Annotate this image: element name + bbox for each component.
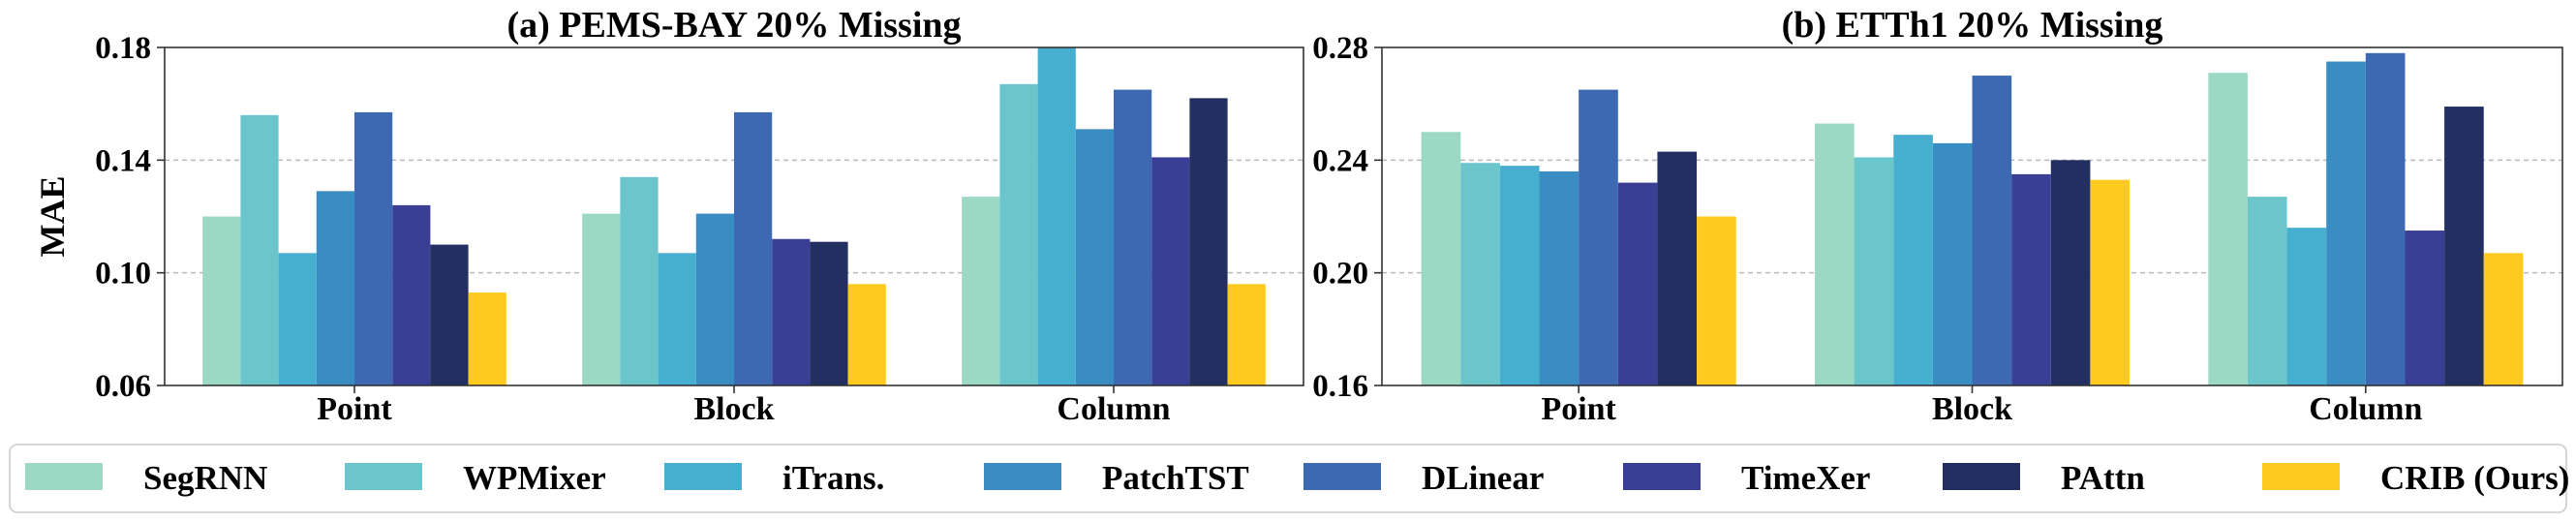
x-tick-label-block: Block [1932,391,2012,427]
bar-itrans-point [1499,166,1540,385]
bar-crib-ours-point [468,292,506,385]
bar-pattn-point [1657,151,1698,385]
bar-segrnn-block [582,213,621,385]
bar-itrans-point [278,253,317,385]
bar-wpmixer-block [1854,157,1894,385]
y-tick-label: 0.06 [95,369,151,404]
legend-swatch-dlinear [1303,463,1381,490]
legend-label-crib-ours: CRIB (Ours) [2380,459,2569,497]
bar-timexer-point [392,204,431,385]
x-tick-label-block: Block [693,391,774,427]
bar-timexer-block [772,238,811,385]
y-tick-label: 0.24 [1312,143,1368,178]
bar-patchtst-point [316,191,354,385]
bar-dlinear-block [734,111,773,385]
bar-patchtst-block [1932,142,1973,385]
legend-swatch-patchtst [984,463,1061,490]
bar-crib-ours-column [1227,284,1266,385]
bar-pattn-block [810,241,848,385]
bar-patchtst-column [2326,61,2366,385]
legend-label-patchtst: PatchTST [1102,459,1249,497]
bar-dlinear-block [1972,76,2012,385]
bar-crib-ours-point [1697,216,1736,385]
bar-dlinear-column [2365,52,2406,385]
x-tick-label-column: Column [2309,391,2422,427]
bar-itrans-column [1037,47,1076,385]
bar-patchtst-point [1539,170,1579,385]
legend-swatch-segrnn [25,463,103,490]
bar-wpmixer-point [240,114,279,385]
y-tick-label: 0.16 [1312,369,1368,404]
legend-swatch-pattn [1943,463,2020,490]
bar-segrnn-point [1421,132,1461,385]
bar-itrans-block [1893,135,1933,385]
bar-crib-ours-column [2483,253,2524,385]
legend-swatch-timexer [1623,463,1701,490]
legend-label-segrnn: SegRNN [143,459,267,497]
chart-title: (a) PEMS-BAY 20% Missing [506,5,961,46]
bar-wpmixer-block [620,176,659,385]
panel-pems-bay: 0.06 0.10 0.14 0.18 Point Block Column (a) PEMS… [33,5,1304,427]
bar-dlinear-point [354,111,393,385]
legend-swatch-crib-ours [2262,463,2340,490]
x-tick-label-point: Point [317,391,392,427]
bar-pattn-column [1189,98,1228,385]
legend-label-wpmixer: WPMixer [463,459,606,497]
legend-frame [9,444,2567,513]
bar-wpmixer-column [2247,197,2287,385]
bar-segrnn-point [202,216,241,385]
bar-timexer-point [1617,182,1658,385]
bar-pattn-point [430,244,469,385]
bar-patchtst-column [1075,129,1114,385]
bar-pattn-block [2050,160,2091,385]
legend: SegRNN WPMixer iTrans. PatchTST DLinear TimeX… [9,444,2569,513]
legend-swatch-wpmixer [345,463,422,490]
legend-label-pattn: PAttn [2061,459,2145,497]
chart-title: (b) ETTh1 20% Missing [1782,5,2163,46]
bar-dlinear-point [1579,89,1618,385]
bar-patchtst-block [695,213,734,385]
bar-timexer-column [2405,231,2445,385]
y-tick-label: 0.10 [95,257,151,292]
bar-itrans-block [658,253,696,385]
y-tick-label: 0.18 [95,31,151,66]
legend-label-itrans: iTrans. [782,459,884,497]
bar-timexer-column [1151,157,1190,385]
panel-etth1: 0.16 0.20 0.24 0.28 Point Block Column (b) ETTh… [1312,5,2563,427]
bar-segrnn-column [2208,73,2248,385]
legend-label-dlinear: DLinear [1422,459,1544,497]
x-tick-label-column: Column [1057,391,1170,427]
y-axis-label: MAE [33,176,72,258]
bar-crib-ours-block [847,284,886,385]
y-tick-label: 0.20 [1312,257,1368,292]
bar-pattn-column [2444,107,2484,385]
y-tick-label: 0.14 [95,143,151,178]
bar-segrnn-column [962,197,1000,385]
bar-crib-ours-block [2090,179,2131,385]
y-tick-label: 0.28 [1312,31,1368,66]
bar-dlinear-column [1114,89,1152,385]
bars [202,47,1266,385]
legend-label-timexer: TimeXer [1741,459,1870,497]
bar-timexer-block [2011,173,2051,385]
bars [1421,52,2524,385]
x-tick-label-point: Point [1541,391,1616,427]
bar-wpmixer-point [1460,163,1500,385]
legend-swatch-itrans [664,463,742,490]
bar-wpmixer-column [999,83,1038,385]
bar-itrans-column [2286,228,2327,385]
bar-segrnn-block [1814,123,1855,385]
